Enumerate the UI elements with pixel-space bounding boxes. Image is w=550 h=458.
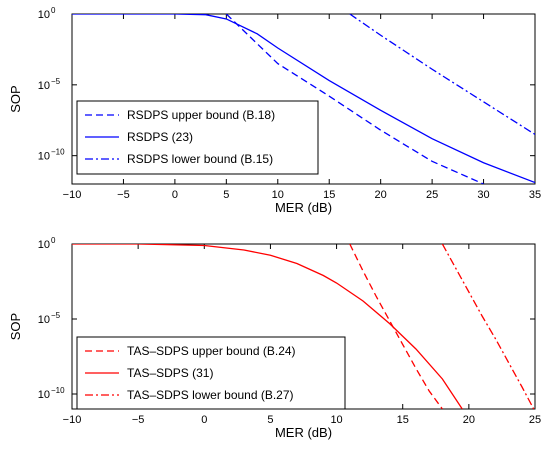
- y-tick-exponent: −10: [51, 148, 65, 157]
- y-tick-label: 10: [38, 9, 50, 21]
- x-tick-label: 5: [267, 414, 273, 426]
- y-tick-label: 10: [38, 151, 50, 163]
- x-tick-label: −10: [63, 189, 82, 201]
- x-tick-label: 20: [463, 414, 475, 426]
- x-tick-label: −5: [117, 189, 130, 201]
- legend-label: TAS–SDPS lower bound (B.27): [127, 388, 294, 402]
- series-line: [349, 14, 535, 135]
- x-tick-label: 25: [426, 189, 438, 201]
- x-axis-label: MER (dB): [275, 425, 332, 440]
- y-tick-label: 10: [38, 80, 50, 92]
- x-tick-label: 15: [397, 414, 409, 426]
- y-axis-label: SOP: [8, 85, 23, 112]
- legend-label: TAS–SDPS (31): [127, 366, 213, 380]
- x-tick-label: 10: [330, 414, 342, 426]
- y-tick-label: 10: [38, 239, 50, 251]
- x-axis-label: MER (dB): [275, 200, 332, 215]
- legend-label: TAS–SDPS upper bound (B.24): [127, 344, 296, 358]
- y-tick-label: 10: [38, 389, 50, 401]
- x-tick-label: −10: [63, 414, 82, 426]
- x-tick-label: 25: [529, 414, 541, 426]
- y-tick-exponent: −10: [51, 386, 65, 395]
- x-tick-label: 20: [375, 189, 387, 201]
- legend-label: RSDPS (23): [127, 130, 193, 144]
- y-tick-exponent: 0: [51, 236, 56, 245]
- x-tick-label: 5: [223, 189, 229, 201]
- y-axis-label: SOP: [8, 313, 23, 340]
- series-line: [225, 14, 484, 184]
- x-tick-label: 30: [477, 189, 489, 201]
- series-line: [349, 244, 443, 409]
- y-tick-exponent: −5: [51, 311, 61, 320]
- series-line: [72, 244, 463, 409]
- x-tick-label: 35: [529, 189, 541, 201]
- legend-label: RSDPS lower bound (B.15): [127, 152, 273, 166]
- x-tick-label: 15: [323, 189, 335, 201]
- x-tick-label: 0: [172, 189, 178, 201]
- legend-label: RSDPS upper bound (B.18): [127, 108, 275, 122]
- y-tick-exponent: −5: [51, 77, 61, 86]
- x-tick-label: 10: [272, 189, 284, 201]
- legend-box: [76, 336, 346, 410]
- x-tick-label: −5: [132, 414, 145, 426]
- y-tick-label: 10: [38, 314, 50, 326]
- y-tick-exponent: 0: [51, 6, 56, 15]
- series-line: [72, 14, 535, 184]
- x-tick-label: 0: [201, 414, 207, 426]
